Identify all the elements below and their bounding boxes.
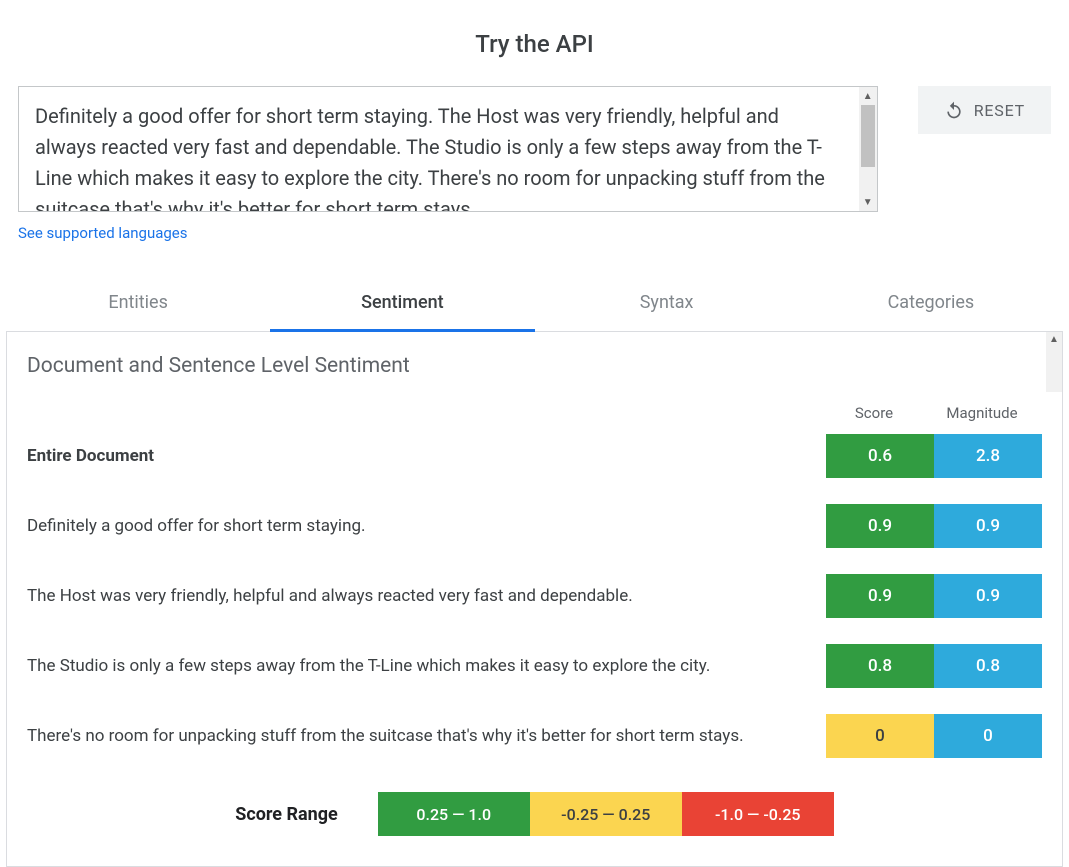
score-cell: 0.6 <box>826 434 934 478</box>
sentence-row: The Studio is only a few steps away from… <box>27 644 1042 688</box>
tab-sentiment[interactable]: Sentiment <box>270 278 534 332</box>
page-title: Try the API <box>6 30 1063 58</box>
panel-title: Document and Sentence Level Sentiment <box>27 354 1042 378</box>
row-label: The Host was very friendly, helpful and … <box>27 584 826 609</box>
tab-categories[interactable]: Categories <box>799 278 1063 332</box>
row-label: The Studio is only a few steps away from… <box>27 654 826 679</box>
magnitude-cell: 0.9 <box>934 504 1042 548</box>
textarea-wrap: ▲ ▼ <box>18 86 878 212</box>
scroll-up-icon[interactable]: ▲ <box>859 87 877 105</box>
supported-languages-link[interactable]: See supported languages <box>18 224 188 242</box>
column-headers: Score Magnitude <box>27 404 1042 422</box>
reset-button[interactable]: RESET <box>918 86 1051 134</box>
sentence-row: The Host was very friendly, helpful and … <box>27 574 1042 618</box>
sentence-row: There's no room for unpacking stuff from… <box>27 714 1042 758</box>
magnitude-cell: 2.8 <box>934 434 1042 478</box>
reset-icon <box>944 100 964 120</box>
scroll-down-icon[interactable]: ▼ <box>859 193 877 211</box>
tab-entities[interactable]: Entities <box>6 278 270 332</box>
tab-syntax[interactable]: Syntax <box>535 278 799 332</box>
sentence-row: Definitely a good offer for short term s… <box>27 504 1042 548</box>
api-input-textarea[interactable] <box>19 87 859 211</box>
row-label: Entire Document <box>27 444 826 469</box>
score-range: Score Range 0.25 — 1.0-0.25 — 0.25-1.0 —… <box>27 792 1042 836</box>
score-range-neutral: -0.25 — 0.25 <box>530 792 682 836</box>
score-cell: 0.9 <box>826 504 934 548</box>
tabs: EntitiesSentimentSyntaxCategories <box>6 278 1063 332</box>
input-row: ▲ ▼ RESET <box>6 86 1063 212</box>
score-range-label: Score Range <box>235 804 338 825</box>
header-score: Score <box>820 404 928 422</box>
sentiment-rows: Entire Document0.62.8 Definitely a good o… <box>27 434 1042 758</box>
reset-label: RESET <box>974 101 1025 120</box>
magnitude-cell: 0.9 <box>934 574 1042 618</box>
score-cell: 0.9 <box>826 574 934 618</box>
panel-scrollbar[interactable]: ▲ <box>1046 332 1062 392</box>
score-range-positive: 0.25 — 1.0 <box>378 792 530 836</box>
score-range-negative: -1.0 — -0.25 <box>682 792 834 836</box>
score-cell: 0.8 <box>826 644 934 688</box>
magnitude-cell: 0.8 <box>934 644 1042 688</box>
header-magnitude: Magnitude <box>928 404 1036 422</box>
score-range-cells: 0.25 — 1.0-0.25 — 0.25-1.0 — -0.25 <box>378 792 834 836</box>
row-label: There's no room for unpacking stuff from… <box>27 724 826 749</box>
scroll-up-icon: ▲ <box>1049 334 1059 345</box>
row-label: Definitely a good offer for short term s… <box>27 514 826 539</box>
scroll-track[interactable] <box>859 105 877 193</box>
document-row: Entire Document0.62.8 <box>27 434 1042 478</box>
scroll-thumb[interactable] <box>861 105 875 167</box>
textarea-scrollbar[interactable]: ▲ ▼ <box>859 87 877 211</box>
score-cell: 0 <box>826 714 934 758</box>
sentiment-panel: ▲ Document and Sentence Level Sentiment … <box>6 332 1063 867</box>
magnitude-cell: 0 <box>934 714 1042 758</box>
